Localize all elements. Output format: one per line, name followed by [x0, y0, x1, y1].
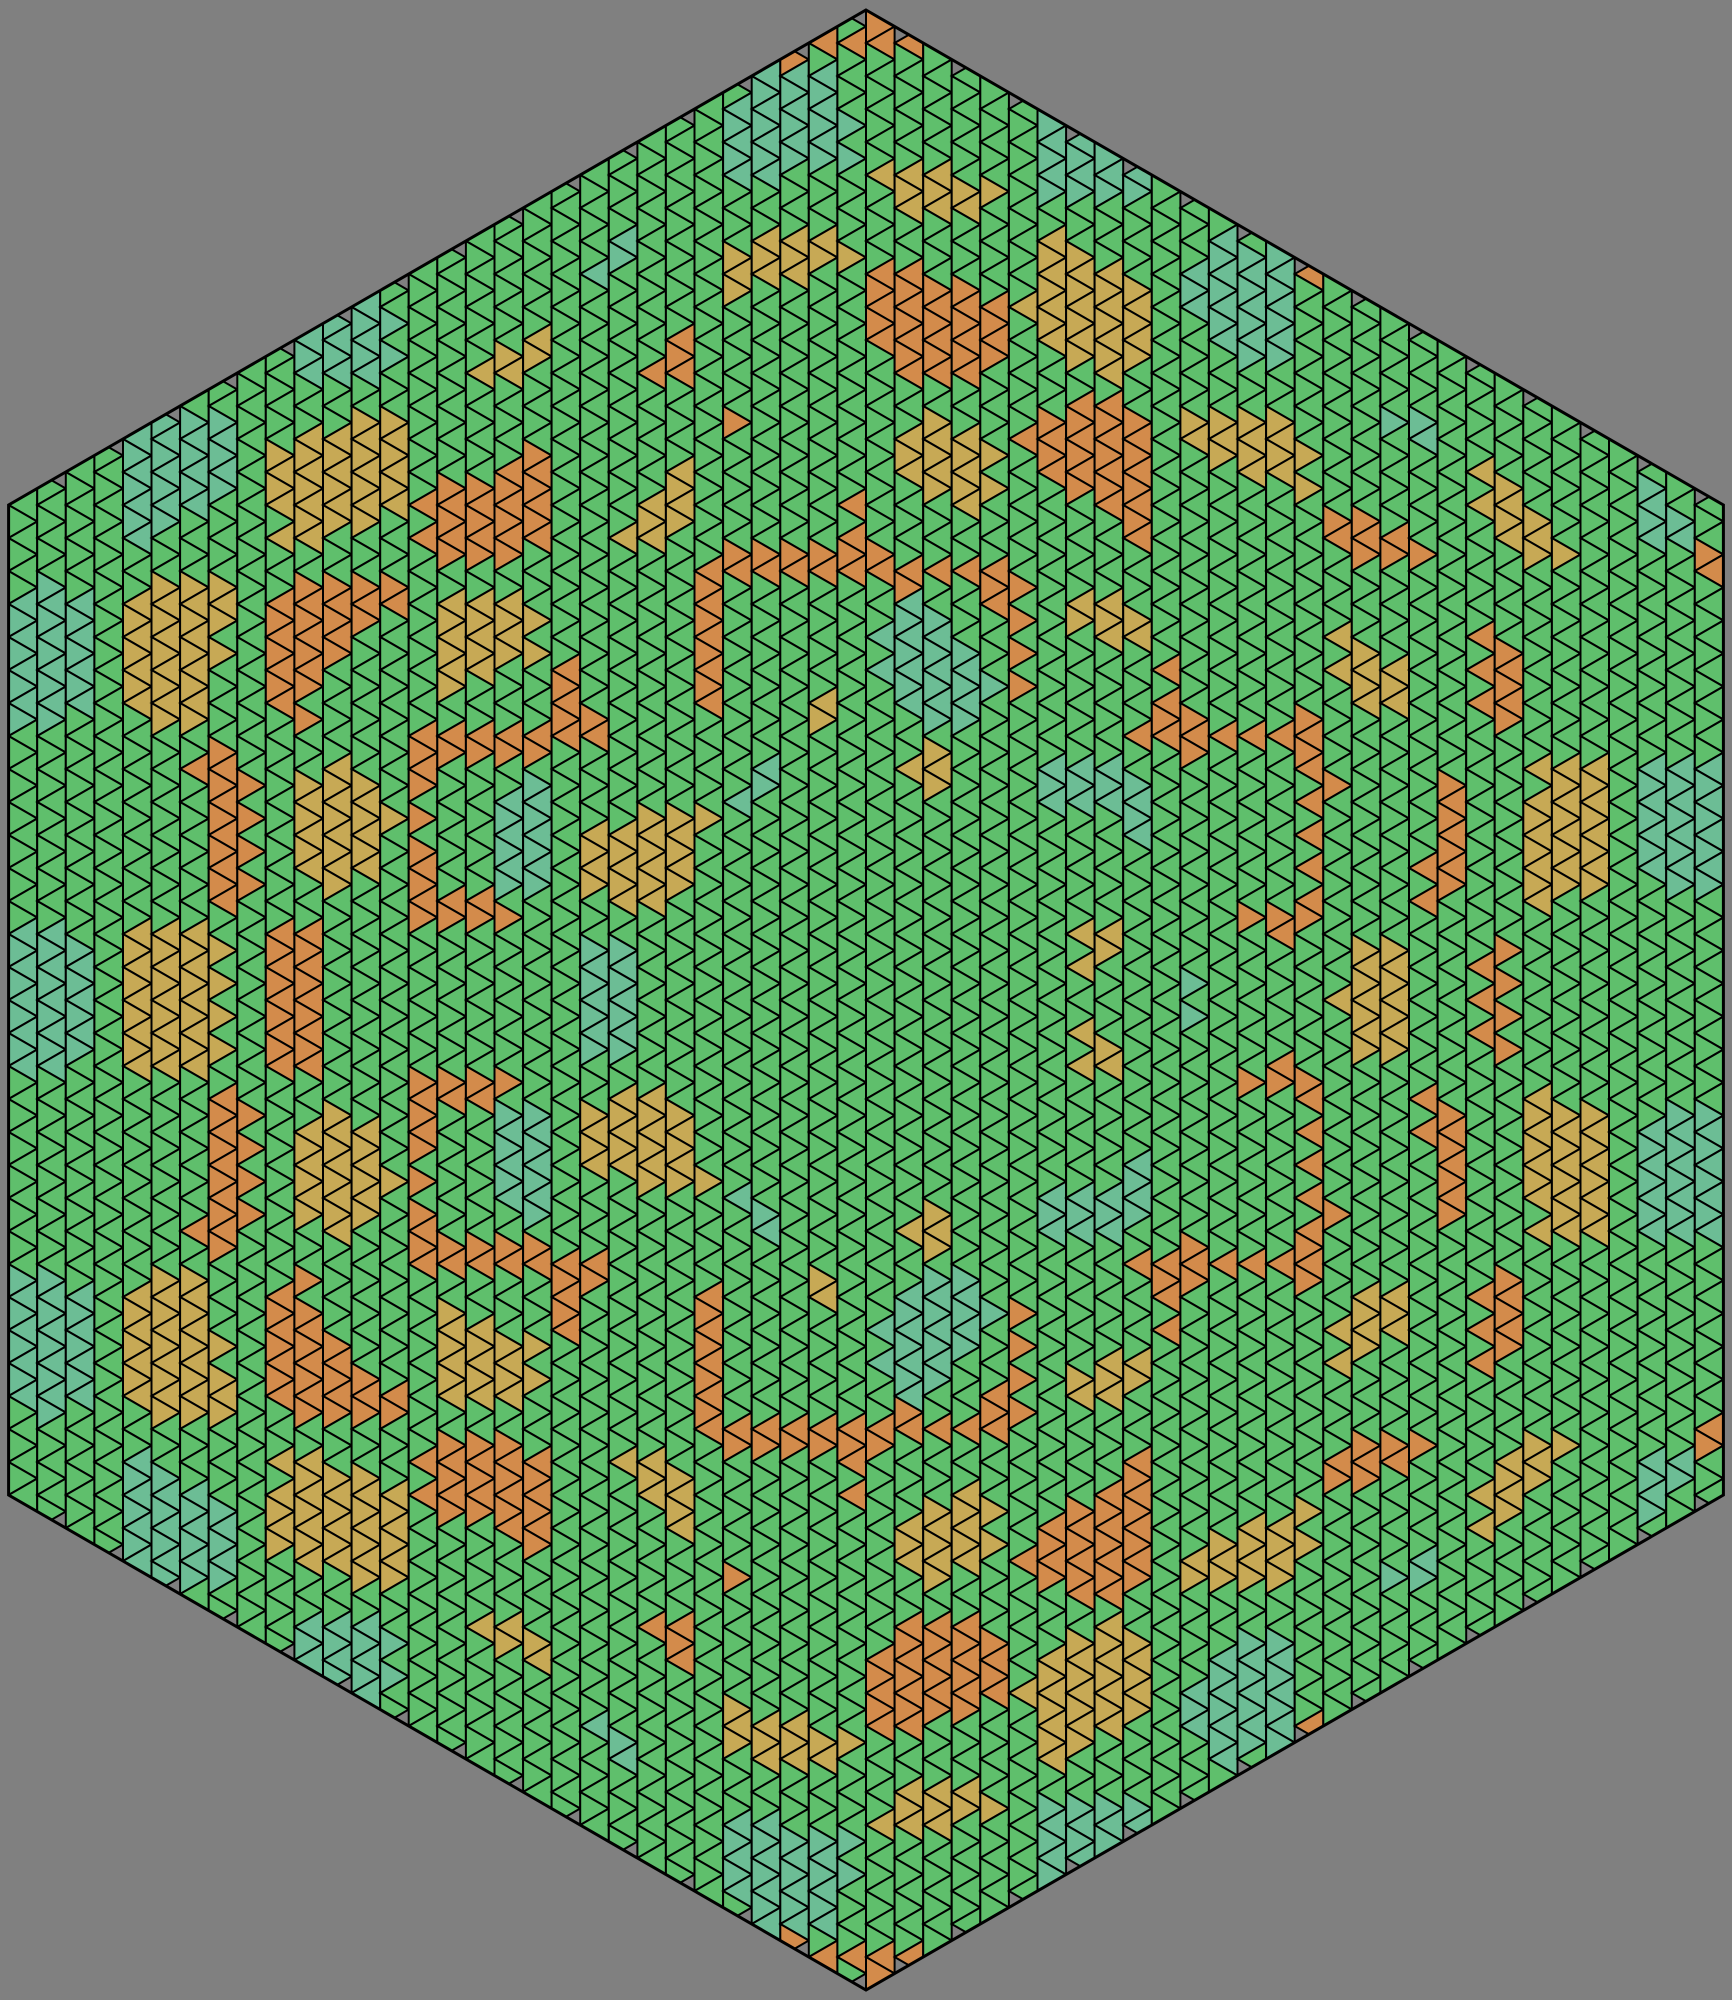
- triangle-layer: [8, 10, 1724, 1990]
